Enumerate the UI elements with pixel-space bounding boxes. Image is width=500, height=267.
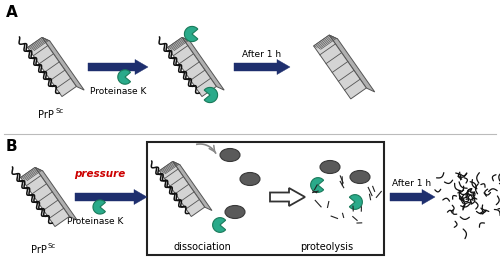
- Text: After 1 h: After 1 h: [392, 179, 432, 188]
- Text: PrP: PrP: [38, 110, 54, 120]
- Polygon shape: [88, 60, 148, 74]
- Wedge shape: [204, 87, 218, 103]
- Text: proteolysis: proteolysis: [300, 242, 354, 252]
- Polygon shape: [160, 162, 204, 217]
- Text: B: B: [6, 139, 18, 154]
- Polygon shape: [234, 60, 290, 74]
- Ellipse shape: [350, 171, 370, 183]
- Polygon shape: [314, 35, 338, 50]
- Polygon shape: [28, 37, 76, 97]
- Polygon shape: [330, 35, 374, 92]
- Ellipse shape: [240, 172, 260, 186]
- Wedge shape: [184, 26, 198, 42]
- Text: Sc: Sc: [48, 243, 56, 249]
- Polygon shape: [160, 162, 180, 174]
- Text: PrP: PrP: [31, 245, 47, 255]
- Ellipse shape: [225, 206, 245, 218]
- Text: Proteinase K: Proteinase K: [90, 87, 146, 96]
- Polygon shape: [168, 37, 190, 51]
- Polygon shape: [75, 190, 147, 205]
- Text: pressure: pressure: [74, 169, 126, 179]
- Polygon shape: [168, 37, 216, 97]
- Polygon shape: [147, 142, 384, 255]
- Polygon shape: [35, 167, 77, 220]
- Wedge shape: [93, 200, 106, 214]
- Wedge shape: [212, 218, 226, 232]
- Text: A: A: [6, 5, 18, 20]
- Polygon shape: [270, 188, 305, 206]
- Ellipse shape: [320, 160, 340, 174]
- Polygon shape: [182, 37, 224, 90]
- Wedge shape: [310, 178, 324, 192]
- Polygon shape: [20, 167, 43, 181]
- Wedge shape: [118, 70, 130, 84]
- Polygon shape: [172, 162, 212, 211]
- Polygon shape: [42, 37, 84, 90]
- Text: After 1 h: After 1 h: [242, 50, 282, 59]
- Wedge shape: [350, 195, 362, 209]
- Polygon shape: [390, 190, 435, 205]
- Text: dissociation: dissociation: [173, 242, 231, 252]
- Text: Sc: Sc: [55, 108, 63, 114]
- Ellipse shape: [220, 148, 240, 162]
- Polygon shape: [20, 167, 70, 227]
- Polygon shape: [28, 37, 50, 51]
- Text: Proteinase K: Proteinase K: [67, 217, 123, 226]
- Polygon shape: [314, 35, 366, 99]
